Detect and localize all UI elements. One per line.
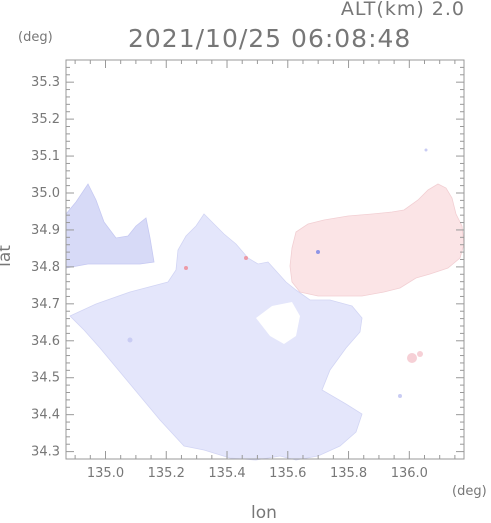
doppler-field	[65, 148, 465, 461]
altitude-label: ALT(km) 2.0	[340, 0, 465, 20]
timestamp-title: 2021/10/25 06:08:48	[128, 24, 412, 53]
y-tick-label: 35.1	[31, 149, 60, 164]
x-axis-title: lon	[251, 503, 277, 523]
y-tick-label: 34.3	[31, 445, 60, 460]
y-tick-label: 34.5	[31, 371, 60, 386]
y-tick-label: 34.8	[31, 260, 60, 275]
y-tick-label: 34.6	[31, 334, 60, 349]
echo-speck	[316, 250, 320, 254]
y-tick-label: 34.4	[31, 408, 60, 423]
echo-region-south-bay	[69, 213, 363, 461]
x-tick-label: 135.4	[208, 466, 245, 481]
y-tick-label: 34.9	[31, 223, 60, 238]
y-axis-unit: (deg)	[18, 30, 53, 45]
echo-speck	[407, 353, 417, 363]
x-axis-unit: (deg)	[452, 484, 487, 499]
y-tick-label: 34.7	[31, 297, 60, 312]
echo-speck	[244, 256, 248, 260]
y-tick-label: 35.0	[31, 186, 60, 201]
axis-tick-labels: 135.0 135.2 135.4 135.6 135.8 136.0 34.3 34.4 34…	[31, 75, 428, 481]
x-tick-label: 135.8	[330, 466, 367, 481]
no-echo-gap	[256, 302, 300, 344]
x-tick-label: 136.0	[391, 466, 428, 481]
x-tick-label: 135.6	[269, 466, 306, 481]
y-tick-label: 35.2	[31, 112, 60, 127]
echo-speck	[424, 148, 428, 152]
echo-region-north-east	[289, 183, 465, 297]
x-tick-label: 135.0	[87, 466, 124, 481]
echo-speck	[184, 266, 188, 270]
axis-ticks	[66, 59, 464, 459]
y-tick-label: 35.3	[31, 75, 60, 90]
echo-region-west-peninsula	[65, 183, 155, 269]
x-tick-label: 135.2	[148, 466, 185, 481]
echo-speck	[127, 337, 133, 343]
echo-speck	[417, 351, 423, 357]
echo-speck	[398, 394, 402, 398]
